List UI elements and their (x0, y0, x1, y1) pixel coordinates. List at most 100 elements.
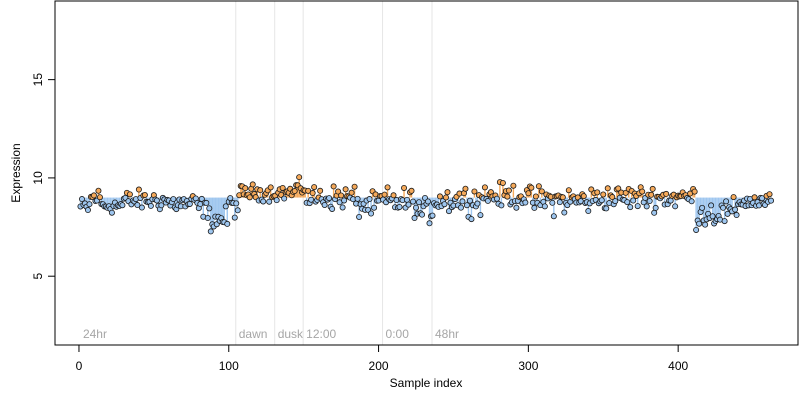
data-point (231, 214, 238, 221)
data-point (463, 202, 470, 209)
data-point (419, 211, 426, 218)
data-point (441, 201, 448, 208)
data-point (86, 201, 93, 208)
data-point (266, 198, 273, 205)
data-point (366, 196, 373, 203)
region-label: 0:00 (386, 327, 410, 341)
data-point (691, 188, 698, 195)
data-point (445, 208, 452, 215)
data-point (532, 193, 539, 200)
data-point (622, 189, 629, 196)
data-point (233, 200, 240, 207)
data-point (279, 184, 286, 191)
data-point (751, 194, 758, 201)
data-point (249, 181, 256, 188)
y-tick-label: 15 (31, 73, 45, 87)
data-point (186, 200, 193, 207)
data-point (615, 185, 622, 192)
data-point (651, 209, 658, 216)
data-point (598, 197, 605, 204)
data-point (222, 203, 229, 210)
data-point (413, 204, 420, 211)
data-point (390, 192, 397, 199)
data-point (95, 187, 102, 194)
data-point (652, 204, 659, 211)
data-point (381, 191, 388, 198)
data-point (462, 185, 469, 192)
data-point (594, 189, 601, 196)
data-point (459, 198, 466, 205)
data-point (522, 199, 529, 206)
y-axis: 5 10 15 (31, 73, 56, 280)
data-point (768, 197, 775, 204)
data-point (410, 198, 417, 205)
data-point (457, 204, 464, 211)
data-point (442, 194, 449, 201)
data-point (474, 200, 481, 207)
data-point (408, 187, 415, 194)
data-point (627, 204, 634, 211)
data-point (126, 191, 133, 198)
data-point (513, 204, 520, 211)
data-point (481, 184, 488, 191)
region-label: 24hr (83, 327, 107, 341)
data-point (436, 193, 443, 200)
data-point (401, 184, 408, 191)
data-point (342, 186, 349, 193)
data-point (709, 213, 716, 220)
region-label: dawn (239, 327, 268, 341)
data-point (696, 220, 703, 227)
data-point (634, 203, 641, 210)
data-point (549, 199, 556, 206)
data-point (134, 202, 141, 209)
data-point (257, 187, 264, 194)
data-point (730, 194, 737, 201)
data-point (84, 207, 91, 214)
data-point (348, 189, 355, 196)
data-point (603, 205, 610, 212)
data-point (153, 197, 160, 204)
data-point (630, 197, 637, 204)
data-point (78, 196, 85, 203)
data-point (759, 195, 766, 202)
data-point (688, 198, 695, 205)
region-label: 12:00 (306, 327, 336, 341)
data-point (242, 185, 249, 192)
data-point (646, 198, 653, 205)
data-point (702, 221, 709, 228)
data-point (732, 206, 739, 213)
data-point (693, 226, 700, 233)
data-point (643, 203, 650, 210)
data-point (541, 203, 548, 210)
x-tick-label: 100 (219, 359, 239, 373)
data-point (170, 196, 177, 203)
data-point (504, 193, 511, 200)
data-point (147, 202, 154, 209)
data-point (499, 179, 506, 186)
data-point (556, 199, 563, 206)
data-point (493, 195, 500, 202)
data-point (341, 197, 348, 204)
data-point (203, 199, 210, 206)
data-point (335, 188, 342, 195)
data-point (371, 204, 378, 211)
region-label: dusk (278, 327, 304, 341)
x-tick-label: 400 (668, 359, 688, 373)
data-point (550, 213, 557, 220)
data-point (535, 183, 542, 190)
data-point (561, 209, 568, 216)
data-point (339, 204, 346, 211)
data-point (411, 215, 418, 222)
data-point (326, 195, 333, 202)
data-point (708, 202, 715, 209)
data-point (484, 197, 491, 204)
data-point (612, 198, 619, 205)
data-point (234, 207, 241, 214)
plot-frame (54, 0, 799, 346)
data-point (477, 212, 484, 219)
x-axis-title: Sample index (390, 376, 463, 390)
x-axis: 0 100 200 300 400 (76, 344, 688, 373)
data-point (723, 198, 730, 205)
x-tick-label: 200 (369, 359, 389, 373)
